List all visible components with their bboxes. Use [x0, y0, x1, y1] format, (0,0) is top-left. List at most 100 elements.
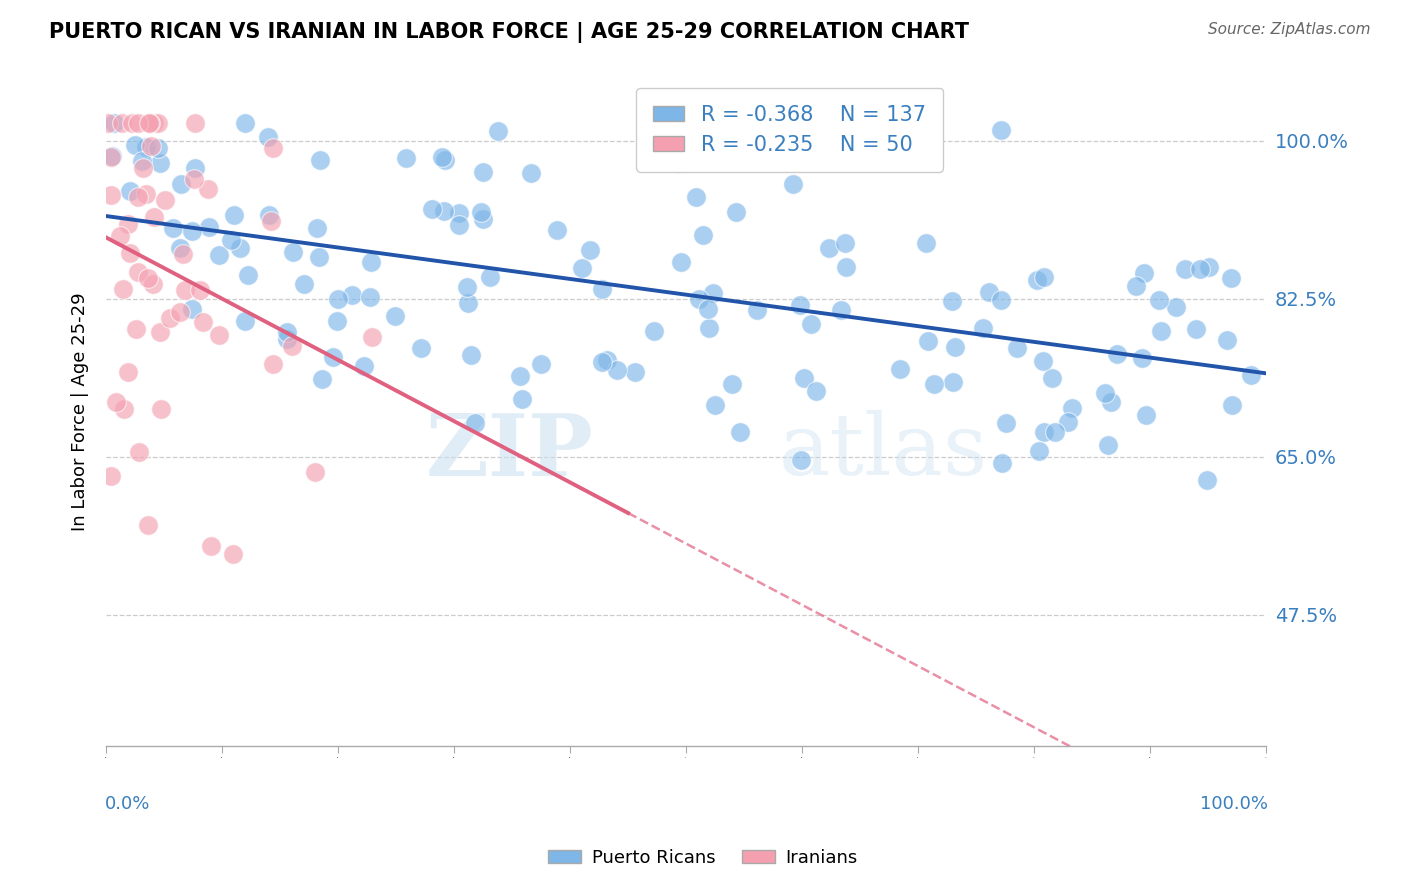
Point: [922, 376, 945, 391]
Legend: Puerto Ricans, Iranians: Puerto Ricans, Iranians: [541, 842, 865, 874]
Point: [100, 469, 122, 483]
Point: [197, 219, 219, 234]
Point: [353, 359, 375, 373]
Point: [1045, 425, 1067, 439]
Point: [135, 186, 157, 201]
Point: [172, 247, 194, 261]
Point: [221, 548, 243, 562]
Point: [721, 376, 744, 391]
Point: [520, 166, 543, 180]
Point: [150, 402, 173, 417]
Point: [1240, 368, 1263, 382]
Point: [1056, 415, 1078, 429]
Point: [478, 269, 501, 284]
Point: [127, 115, 149, 129]
Point: [1135, 409, 1157, 423]
Point: [184, 161, 207, 175]
Point: [529, 357, 551, 371]
Point: [1099, 395, 1122, 409]
Point: [1097, 438, 1119, 452]
Point: [169, 304, 191, 318]
Text: 0.0%: 0.0%: [104, 795, 150, 814]
Point: [1150, 325, 1173, 339]
Point: [624, 365, 647, 379]
Point: [1130, 351, 1153, 365]
Point: [460, 348, 482, 362]
Point: [800, 318, 823, 332]
Point: [112, 402, 135, 417]
Point: [149, 326, 172, 340]
Point: [322, 350, 344, 364]
Point: [139, 138, 162, 153]
Point: [229, 241, 252, 255]
Point: [472, 164, 495, 178]
Point: [669, 254, 692, 268]
Point: [325, 314, 347, 328]
Point: [136, 518, 159, 533]
Point: [184, 115, 207, 129]
Point: [143, 115, 166, 129]
Point: [233, 115, 256, 129]
Point: [180, 224, 202, 238]
Point: [342, 288, 364, 302]
Point: [703, 398, 725, 412]
Point: [456, 280, 478, 294]
Point: [101, 149, 124, 163]
Point: [188, 283, 211, 297]
Point: [747, 303, 769, 318]
Point: [571, 261, 593, 276]
Point: [699, 320, 721, 334]
Point: [262, 357, 284, 371]
Point: [486, 124, 509, 138]
Point: [1164, 301, 1187, 315]
Point: [830, 303, 852, 318]
Text: 100.0%: 100.0%: [1199, 795, 1268, 814]
Point: [1033, 425, 1056, 439]
Point: [305, 221, 328, 235]
Point: [159, 310, 181, 325]
Point: [118, 246, 141, 260]
Point: [360, 254, 382, 268]
Point: [139, 115, 162, 129]
Point: [308, 250, 330, 264]
Y-axis label: In Labor Force | Age 25-29: In Labor Force | Age 25-29: [72, 293, 89, 531]
Text: atlas: atlas: [779, 410, 988, 493]
Point: [457, 296, 479, 310]
Point: [990, 293, 1012, 308]
Point: [169, 241, 191, 255]
Point: [127, 189, 149, 203]
Point: [121, 115, 143, 129]
Point: [917, 334, 939, 348]
Point: [942, 375, 965, 389]
Point: [359, 290, 381, 304]
Text: PUERTO RICAN VS IRANIAN IN LABOR FORCE | AGE 25-29 CORRELATION CHART: PUERTO RICAN VS IRANIAN IN LABOR FORCE |…: [49, 22, 969, 44]
Point: [793, 370, 815, 384]
Point: [143, 210, 166, 224]
Point: [181, 301, 204, 316]
Point: [138, 115, 160, 129]
Point: [1197, 473, 1219, 487]
Point: [643, 324, 665, 338]
Point: [111, 282, 134, 296]
Point: [200, 539, 222, 553]
Point: [222, 208, 245, 222]
Point: [311, 372, 333, 386]
Point: [889, 362, 911, 376]
Point: [1220, 398, 1243, 412]
Point: [591, 354, 613, 368]
Point: [818, 241, 841, 255]
Point: [233, 314, 256, 328]
Point: [1032, 270, 1054, 285]
Point: [136, 271, 159, 285]
Point: [1220, 271, 1243, 285]
Point: [146, 115, 169, 129]
Point: [990, 122, 1012, 136]
Point: [259, 208, 281, 222]
Point: [941, 294, 963, 309]
Point: [304, 465, 326, 479]
Point: [118, 184, 141, 198]
Point: [127, 265, 149, 279]
Point: [260, 214, 283, 228]
Point: [1125, 278, 1147, 293]
Point: [730, 425, 752, 440]
